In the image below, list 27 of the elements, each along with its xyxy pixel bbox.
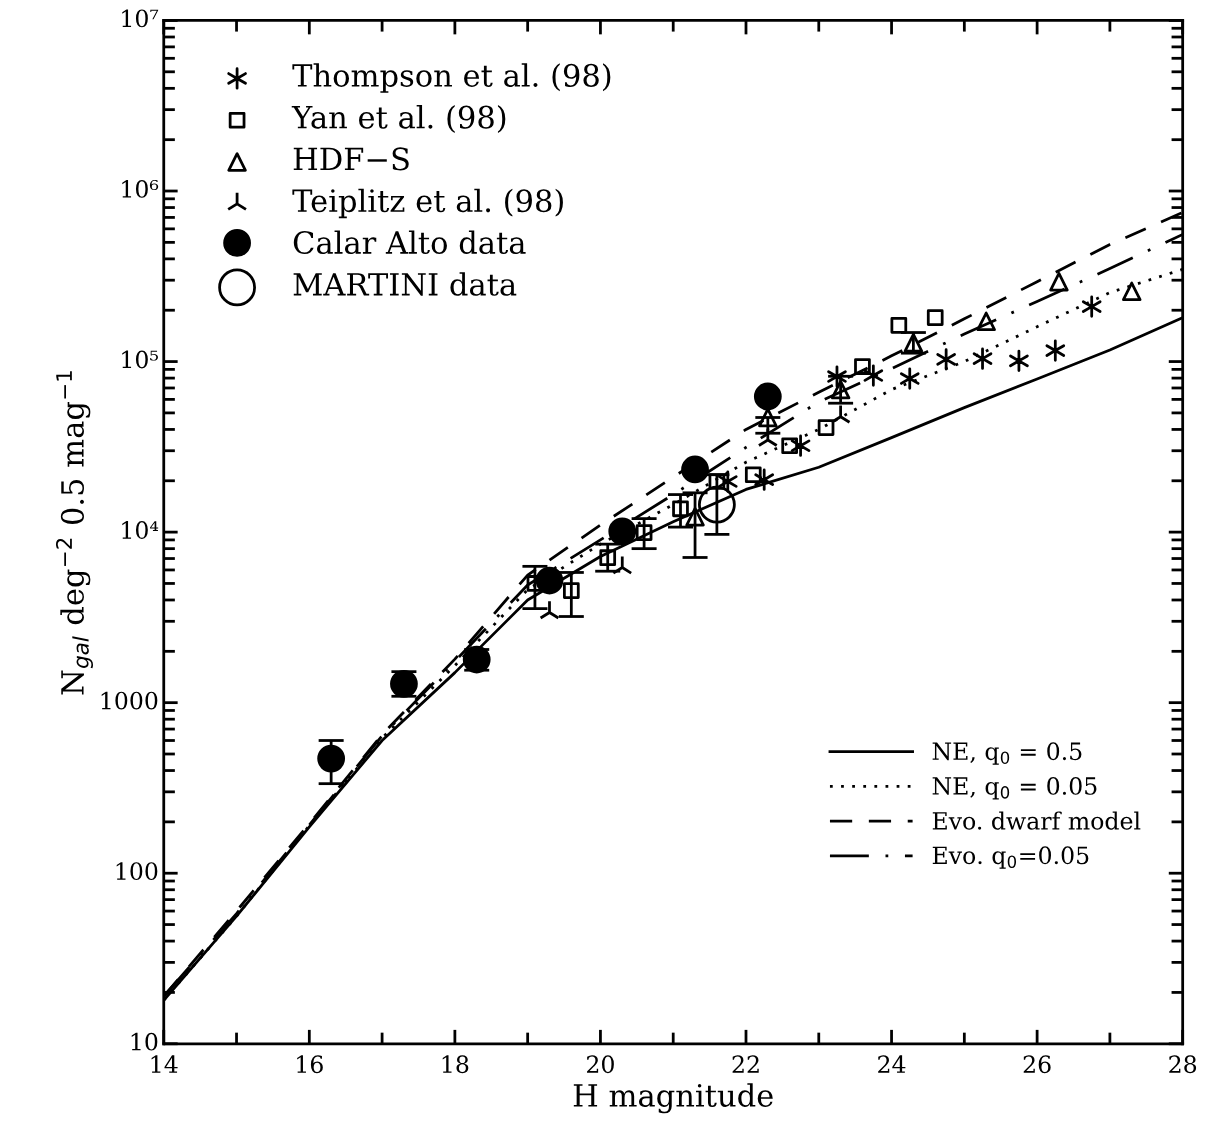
y-tick-label: 1000 bbox=[101, 691, 158, 710]
y-tick-label: 100 bbox=[116, 862, 158, 881]
legend-label: Evo. q$_{0}$=0.05 bbox=[932, 846, 1089, 869]
x-tick-label: 14 bbox=[151, 1055, 178, 1073]
y-tick-label: 10⁴ bbox=[122, 521, 159, 539]
y-tick-label: 10⁵ bbox=[122, 350, 158, 369]
x-tick-label: 20 bbox=[587, 1055, 614, 1074]
legend-label: Yan et al. (98) bbox=[291, 105, 506, 134]
legend-label: NE, q$_{0}$ = 0.5 bbox=[932, 742, 1082, 765]
x-tick-label: 24 bbox=[878, 1055, 906, 1073]
x-axis-title: H magnitude bbox=[573, 1083, 773, 1114]
y-tick-label: 10 bbox=[131, 1032, 158, 1051]
legend-label: Evo. dwarf model bbox=[932, 811, 1141, 830]
x-tick-label: 28 bbox=[1169, 1055, 1197, 1074]
y-tick-label: 10⁶ bbox=[122, 180, 159, 198]
legend-label: NE, q$_{0}$ = 0.05 bbox=[932, 776, 1097, 800]
x-tick-label: 16 bbox=[297, 1055, 323, 1074]
x-tick-label: 18 bbox=[442, 1055, 469, 1074]
y-tick-label: 10⁷ bbox=[122, 9, 159, 28]
legend-label: Teiplitz et al. (98) bbox=[292, 188, 563, 219]
legend-label: MARTINI data bbox=[293, 272, 517, 296]
legend-label: HDF−S bbox=[293, 147, 409, 171]
y-axis-title: N$_{gal}$ deg$^{−2}$ 0.5 mag$^{−1}$ bbox=[55, 371, 93, 695]
x-tick-label: 22 bbox=[732, 1055, 759, 1073]
legend-label: Calar Alto data bbox=[293, 230, 526, 255]
x-tick-label: 26 bbox=[1023, 1055, 1051, 1074]
legend-label: Thompson et al. (98) bbox=[292, 63, 611, 93]
